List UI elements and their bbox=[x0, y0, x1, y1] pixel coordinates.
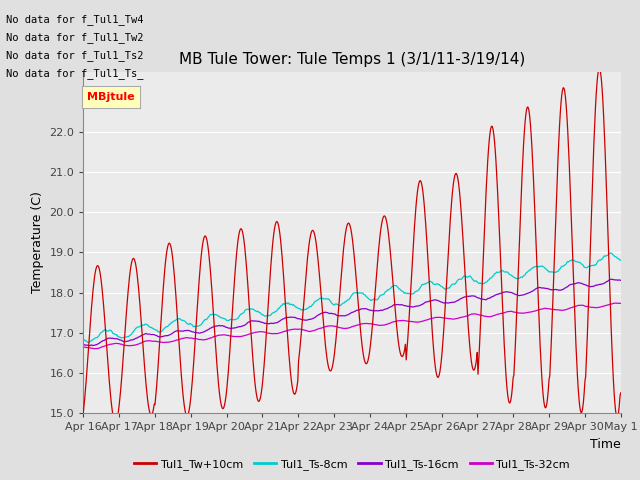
Tul1_Ts-8cm bbox=[200, 318, 207, 324]
Tul1_Ts-32cm bbox=[418, 319, 426, 324]
Line: Tul1_Ts-32cm: Tul1_Ts-32cm bbox=[83, 303, 621, 349]
Tul1_Tw+10cm bbox=[111, 418, 118, 424]
Tul1_Ts-8cm bbox=[418, 282, 426, 288]
Tul1_Tw+10cm bbox=[228, 315, 236, 321]
Tul1_Tw+10cm bbox=[79, 411, 87, 417]
Text: No data for f_Tul1_Tw2: No data for f_Tul1_Tw2 bbox=[6, 32, 144, 43]
Tul1_Ts-32cm bbox=[228, 334, 236, 339]
Tul1_Tw+10cm bbox=[418, 182, 426, 188]
Tul1_Ts-16cm bbox=[434, 298, 442, 303]
Tul1_Ts-32cm bbox=[89, 346, 97, 351]
Text: No data for f_Tul1_Ts2: No data for f_Tul1_Ts2 bbox=[6, 50, 144, 61]
Line: Tul1_Ts-16cm: Tul1_Ts-16cm bbox=[83, 279, 621, 346]
Tul1_Ts-32cm bbox=[434, 314, 442, 320]
Tul1_Ts-8cm bbox=[145, 324, 153, 329]
Tul1_Ts-32cm bbox=[145, 338, 153, 344]
Tul1_Ts-32cm bbox=[200, 337, 207, 343]
Tul1_Tw+10cm bbox=[200, 236, 207, 242]
Tul1_Ts-8cm bbox=[434, 281, 442, 287]
Title: MB Tule Tower: Tule Temps 1 (3/1/11-3/19/14): MB Tule Tower: Tule Temps 1 (3/1/11-3/19… bbox=[179, 52, 525, 67]
Tul1_Ts-16cm bbox=[79, 341, 87, 347]
Tul1_Ts-16cm bbox=[90, 343, 97, 348]
Tul1_Ts-16cm bbox=[200, 329, 207, 335]
Y-axis label: Temperature (C): Temperature (C) bbox=[31, 192, 44, 293]
Tul1_Ts-8cm bbox=[228, 317, 236, 323]
Tul1_Ts-32cm bbox=[91, 346, 99, 352]
Tul1_Tw+10cm bbox=[89, 288, 97, 294]
Tul1_Ts-32cm bbox=[612, 300, 620, 306]
Tul1_Ts-16cm bbox=[85, 343, 93, 348]
Tul1_Tw+10cm bbox=[595, 66, 603, 72]
Tul1_Tw+10cm bbox=[145, 406, 153, 412]
Tul1_Ts-16cm bbox=[617, 277, 625, 283]
Text: MBjtule: MBjtule bbox=[87, 92, 134, 102]
Tul1_Ts-16cm bbox=[418, 301, 426, 307]
Tul1_Ts-8cm bbox=[607, 250, 614, 256]
Tul1_Ts-32cm bbox=[617, 300, 625, 306]
Tul1_Ts-8cm bbox=[90, 336, 97, 342]
Tul1_Tw+10cm bbox=[434, 374, 442, 380]
Legend: Tul1_Tw+10cm, Tul1_Ts-8cm, Tul1_Ts-16cm, Tul1_Ts-32cm: Tul1_Tw+10cm, Tul1_Ts-8cm, Tul1_Ts-16cm,… bbox=[129, 455, 575, 474]
Tul1_Ts-8cm bbox=[617, 257, 625, 263]
Tul1_Ts-32cm bbox=[79, 344, 87, 350]
Tul1_Ts-16cm bbox=[608, 276, 616, 282]
Line: Tul1_Tw+10cm: Tul1_Tw+10cm bbox=[83, 69, 621, 421]
Tul1_Ts-16cm bbox=[228, 325, 236, 331]
Line: Tul1_Ts-8cm: Tul1_Ts-8cm bbox=[83, 253, 621, 343]
Tul1_Ts-16cm bbox=[145, 331, 153, 337]
Tul1_Ts-8cm bbox=[84, 340, 92, 346]
Text: Time: Time bbox=[590, 438, 621, 451]
Text: No data for f_Tul1_Tw4: No data for f_Tul1_Tw4 bbox=[6, 13, 144, 24]
Text: No data for f_Tul1_Ts_: No data for f_Tul1_Ts_ bbox=[6, 68, 144, 79]
Tul1_Ts-8cm bbox=[79, 337, 87, 343]
Tul1_Tw+10cm bbox=[617, 390, 625, 396]
